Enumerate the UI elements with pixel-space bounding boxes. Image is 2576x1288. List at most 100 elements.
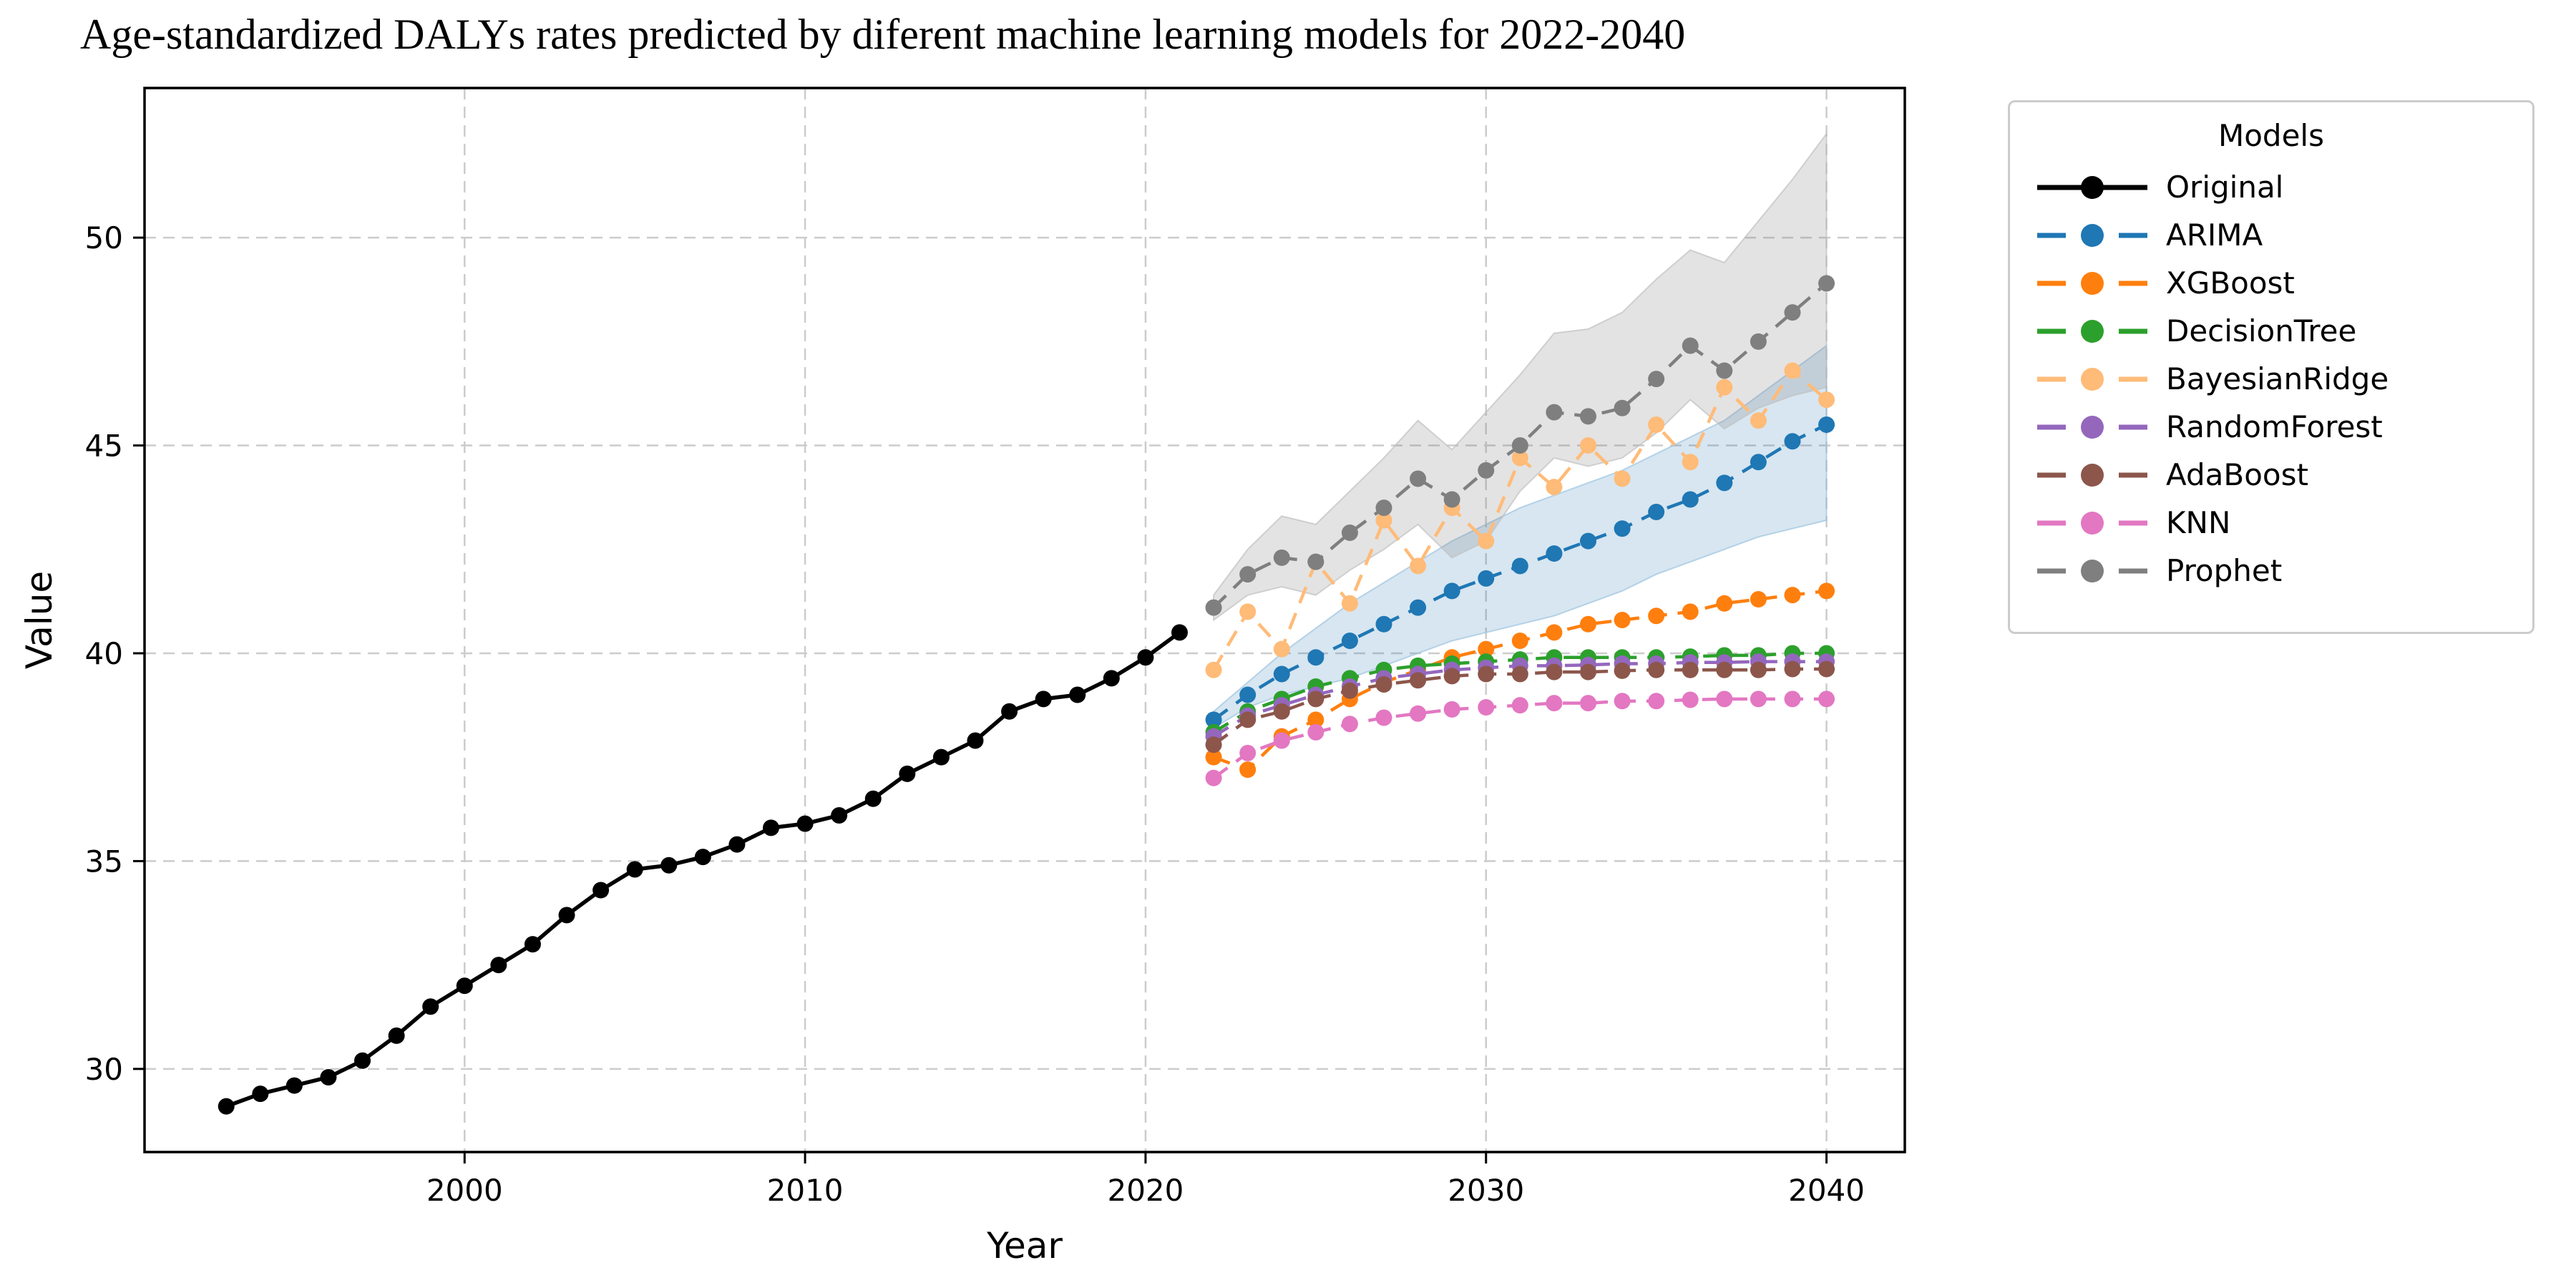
- data-point: [1410, 672, 1427, 689]
- data-point: [1546, 663, 1563, 680]
- data-point: [1375, 499, 1392, 517]
- legend-item-xgboost: XGBoost: [2010, 259, 2532, 307]
- data-point: [388, 1027, 405, 1044]
- data-point: [218, 1098, 235, 1115]
- legend-items: Original ARIMA XGBoost DecisionTree Bayesian…: [2010, 163, 2532, 595]
- data-point: [1614, 470, 1631, 487]
- data-point: [1818, 416, 1835, 433]
- x-tick-label: 2030: [1448, 1173, 1524, 1208]
- data-point: [1205, 661, 1222, 678]
- data-point: [1273, 703, 1290, 720]
- data-point: [626, 861, 643, 878]
- data-point: [1682, 491, 1699, 508]
- data-point: [1784, 691, 1801, 708]
- plot-border: [143, 87, 1906, 1153]
- data-point: [1443, 701, 1460, 718]
- data-point: [1307, 723, 1324, 741]
- data-point: [1716, 474, 1733, 492]
- data-point: [1307, 649, 1324, 666]
- y-tick-label: 45: [85, 429, 123, 464]
- x-axis-label: Year: [986, 1225, 1063, 1267]
- y-tick-label: 50: [85, 220, 123, 255]
- data-point: [490, 957, 507, 974]
- data-point: [1818, 391, 1835, 409]
- legend-item-prophet: Prophet: [2010, 547, 2532, 595]
- data-point: [1648, 661, 1665, 678]
- data-point: [1614, 520, 1631, 537]
- legend-item-label: ARIMA: [2166, 218, 2263, 253]
- data-point: [1648, 693, 1665, 710]
- data-point: [558, 907, 575, 924]
- data-point: [694, 849, 711, 866]
- data-point: [899, 765, 916, 782]
- data-point: [1784, 362, 1801, 379]
- data-point: [1546, 545, 1563, 562]
- legend-item-original: Original: [2010, 163, 2532, 211]
- legend-marker-icon: [2037, 271, 2147, 295]
- data-point: [1579, 408, 1596, 425]
- data-point: [1511, 449, 1528, 467]
- data-point: [1205, 748, 1222, 766]
- data-point: [1546, 695, 1563, 712]
- data-point: [1239, 566, 1257, 583]
- data-point: [796, 815, 814, 832]
- data-point: [1750, 590, 1767, 608]
- data-point: [1784, 433, 1801, 450]
- data-point: [763, 819, 780, 836]
- data-point: [1478, 570, 1495, 587]
- series-adaboost: [1205, 660, 1835, 753]
- x-tick-label: 2020: [1107, 1173, 1184, 1208]
- data-point: [1137, 649, 1154, 666]
- data-point: [1511, 557, 1528, 575]
- x-tick-label: 2040: [1788, 1173, 1865, 1208]
- data-point: [1579, 695, 1596, 712]
- data-point: [1750, 661, 1767, 678]
- legend: Models Original ARIMA XGBoost DecisionTree B…: [2008, 100, 2534, 634]
- data-point: [1410, 557, 1427, 575]
- legend-item-label: RandomForest: [2166, 409, 2383, 444]
- y-tick-label: 30: [85, 1052, 123, 1087]
- data-point: [354, 1052, 371, 1069]
- data-point: [1341, 682, 1358, 699]
- data-point: [1239, 686, 1257, 703]
- data-point: [1341, 595, 1358, 612]
- legend-item-arima: ARIMA: [2010, 211, 2532, 259]
- data-point: [1716, 379, 1733, 396]
- data-point: [1443, 668, 1460, 685]
- legend-item-label: Prophet: [2166, 553, 2283, 588]
- data-point: [1716, 595, 1733, 612]
- data-point: [1682, 337, 1699, 354]
- data-point: [1478, 698, 1495, 716]
- data-point: [1478, 462, 1495, 479]
- data-point: [1784, 587, 1801, 604]
- series-knn: [1205, 691, 1835, 786]
- data-point: [1579, 437, 1596, 454]
- data-point: [1682, 454, 1699, 471]
- data-point: [1375, 615, 1392, 633]
- y-axis-label: Value: [19, 571, 60, 669]
- band-prophet: [1213, 131, 1828, 622]
- legend-item-label: Original: [2166, 170, 2284, 205]
- data-point: [1375, 709, 1392, 726]
- legend-item-label: BayesianRidge: [2166, 361, 2389, 396]
- data-point: [1307, 553, 1324, 570]
- data-point: [1750, 333, 1767, 350]
- data-point: [1511, 633, 1528, 650]
- legend-marker-icon: [2037, 559, 2147, 582]
- data-point: [524, 936, 541, 953]
- data-point: [1069, 686, 1086, 703]
- data-point: [1648, 416, 1665, 433]
- legend-item-label: KNN: [2166, 505, 2231, 540]
- data-point: [1682, 603, 1699, 620]
- data-point: [1443, 491, 1460, 508]
- data-point: [1546, 404, 1563, 421]
- data-point: [1001, 703, 1018, 720]
- data-point: [1579, 532, 1596, 550]
- data-point: [1818, 660, 1835, 678]
- data-point: [660, 857, 678, 874]
- data-point: [422, 998, 439, 1015]
- data-point: [1035, 691, 1052, 708]
- series-arima: [1205, 416, 1835, 728]
- data-point: [864, 790, 882, 807]
